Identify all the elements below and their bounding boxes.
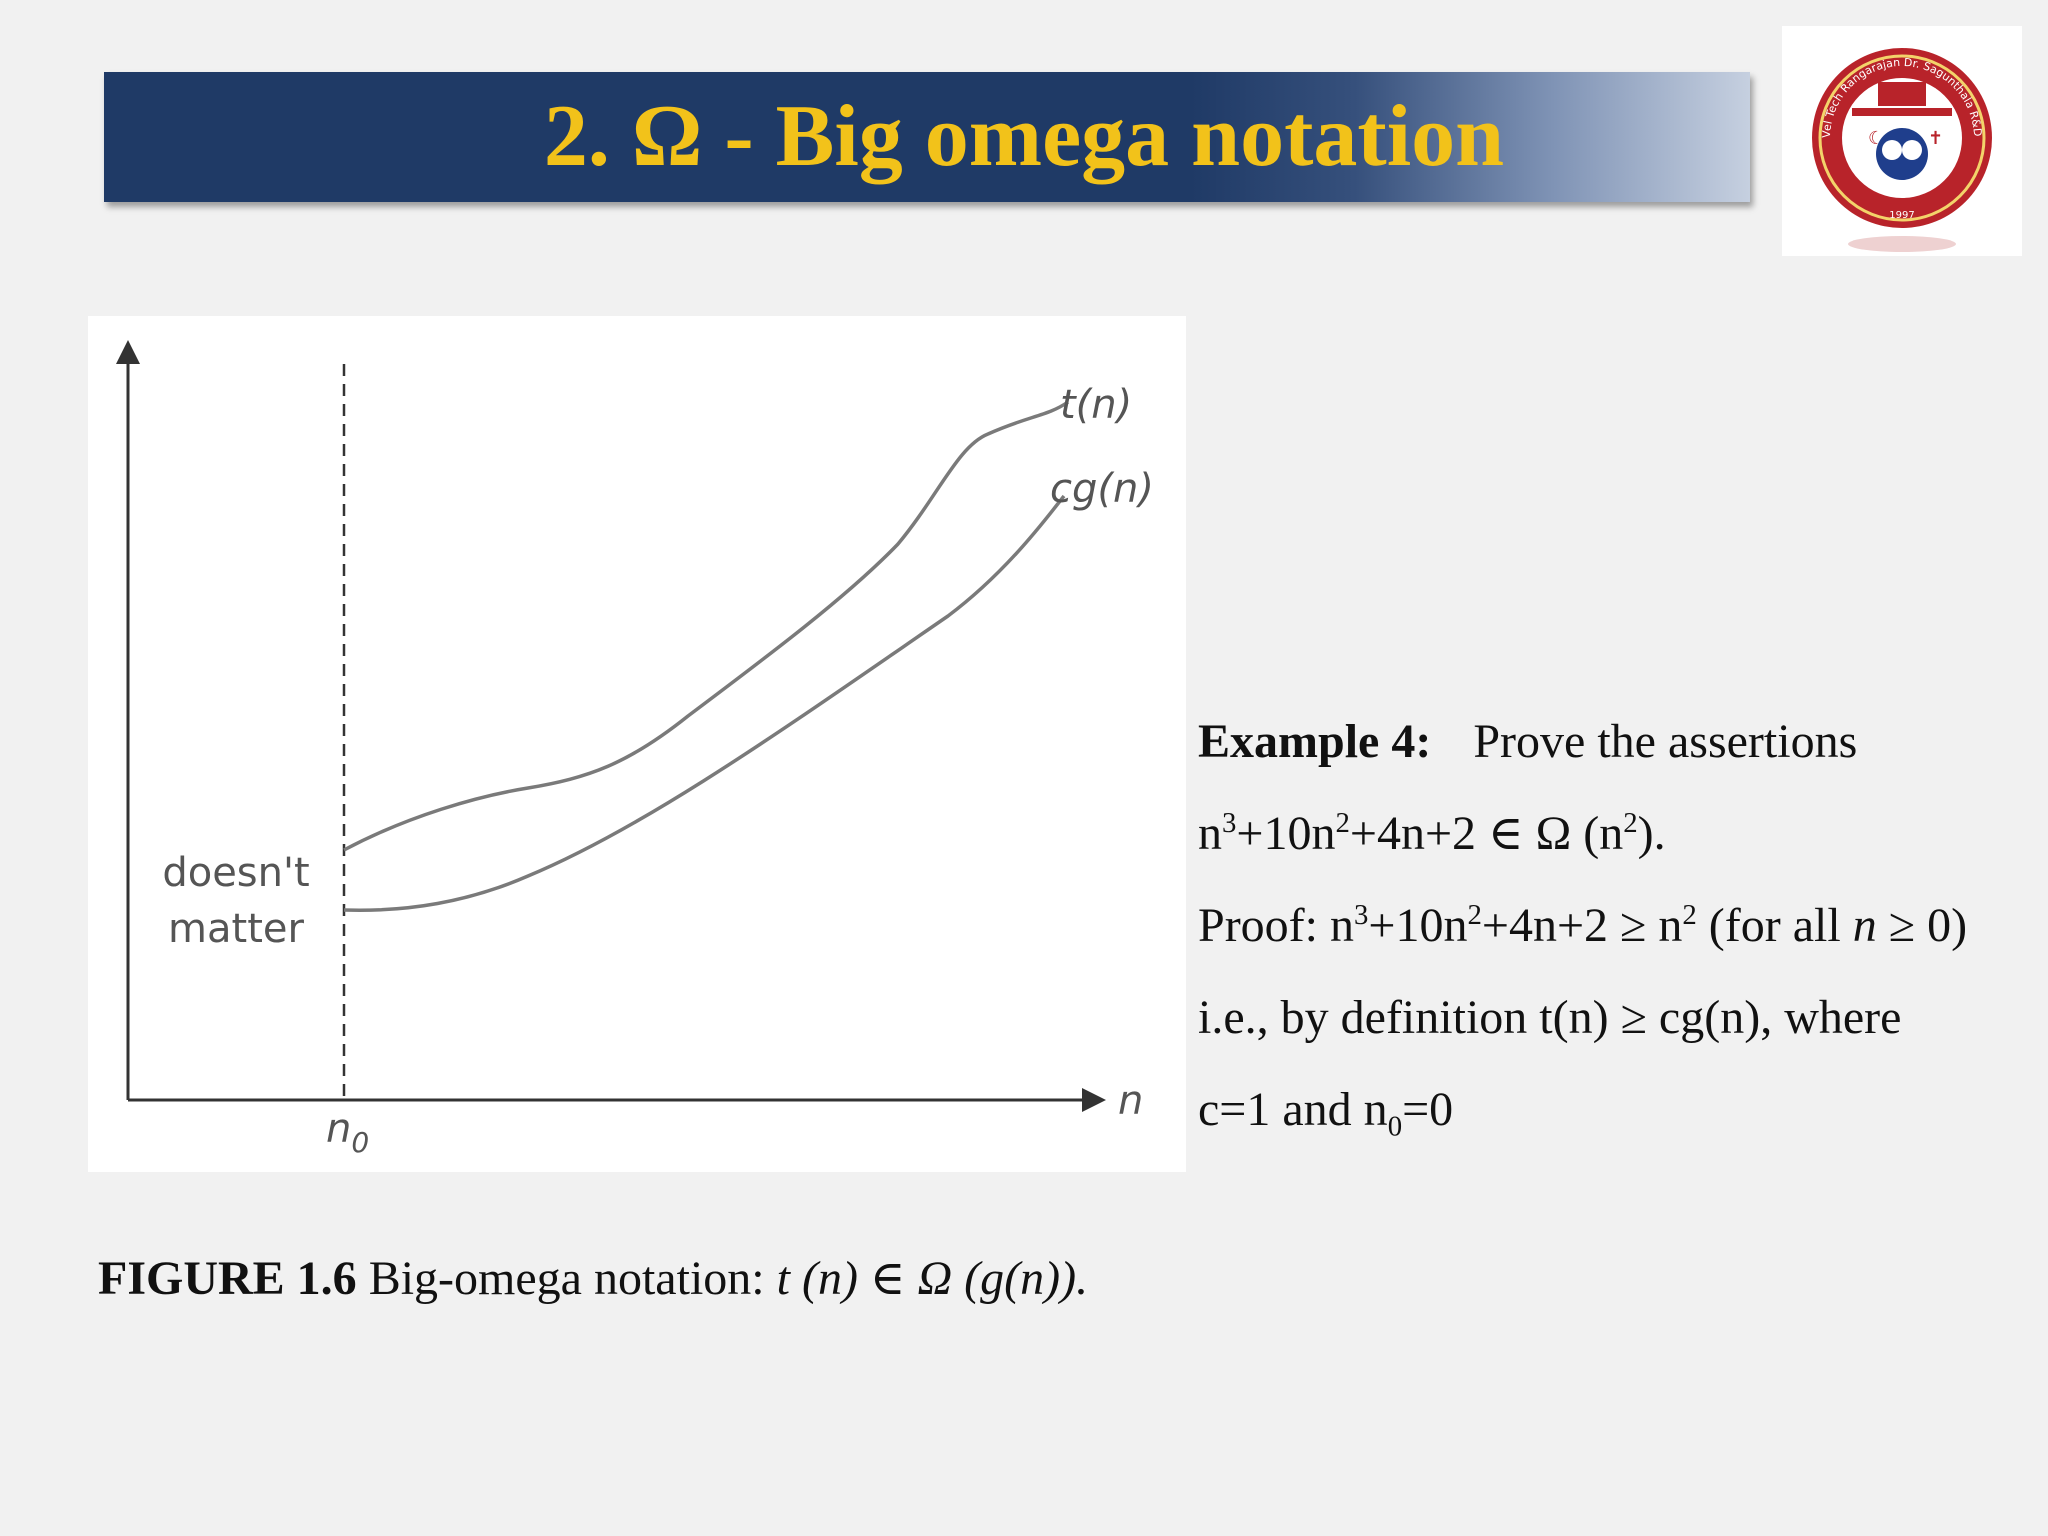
caption-text: Big-omega notation: bbox=[356, 1252, 777, 1305]
example-4-block: Example 4: Prove the assertions n3+10n2+4… bbox=[1198, 696, 1967, 1156]
institute-seal-icon: Vel Tech Rangarajan Dr. Sagunthala R&D I… bbox=[1779, 16, 1992, 252]
svg-text:☾: ☾ bbox=[1868, 128, 1884, 149]
cg-n-curve bbox=[343, 494, 1066, 912]
constants-line: c=1 and n0=0 bbox=[1198, 1083, 1454, 1143]
definition-line: i.e., by definition t(n) ≥ cg(n), where bbox=[1198, 991, 1902, 1044]
title-bar bbox=[104, 72, 1750, 202]
logo: Vel Tech Rangarajan Dr. Sagunthala R&D I… bbox=[1779, 16, 2022, 256]
cg-n-label: cg(n) bbox=[1050, 466, 1154, 512]
doesnt-matter-label-line2: matter bbox=[168, 906, 304, 952]
big-omega-diagram: t(n) cg(n) doesn't matter n n0 bbox=[116, 340, 1154, 1159]
example-heading-line: Example 4: Prove the assertions bbox=[1198, 696, 1967, 788]
seal-year: 1997 bbox=[1889, 210, 1914, 221]
x-axis-label: n bbox=[1118, 1078, 1143, 1124]
y-axis-arrow-icon bbox=[116, 340, 140, 364]
t-n-curve bbox=[343, 400, 1070, 852]
svg-text:✝: ✝ bbox=[1928, 128, 1943, 149]
caption-formula: t (n) ∈ Ω (g(n)). bbox=[776, 1252, 1089, 1305]
example-heading: Example 4: bbox=[1198, 715, 1432, 768]
x-axis-arrow-icon bbox=[1082, 1088, 1106, 1112]
t-n-label: t(n) bbox=[1060, 382, 1132, 428]
figure-caption: FIGURE 1.6 Big-omega notation: t (n) ∈ Ω… bbox=[98, 1250, 1088, 1306]
n0-label: n0 bbox=[326, 1106, 369, 1159]
proof-line: Proof: n3+10n2+4n+2 ≥ n2 (for all n ≥ 0) bbox=[1198, 899, 1968, 952]
figure-panel bbox=[88, 316, 1186, 1172]
example-heading-rest: Prove the assertions bbox=[1473, 715, 1858, 768]
caption-figure-number: FIGURE 1.6 bbox=[98, 1252, 357, 1305]
doesnt-matter-label-line1: doesn't bbox=[162, 850, 309, 896]
assertion-line: n3+10n2+4n+2 ∈ Ω (n2). bbox=[1198, 807, 1666, 860]
slide-title: 2. Ω - Big omega notation bbox=[543, 88, 1505, 185]
